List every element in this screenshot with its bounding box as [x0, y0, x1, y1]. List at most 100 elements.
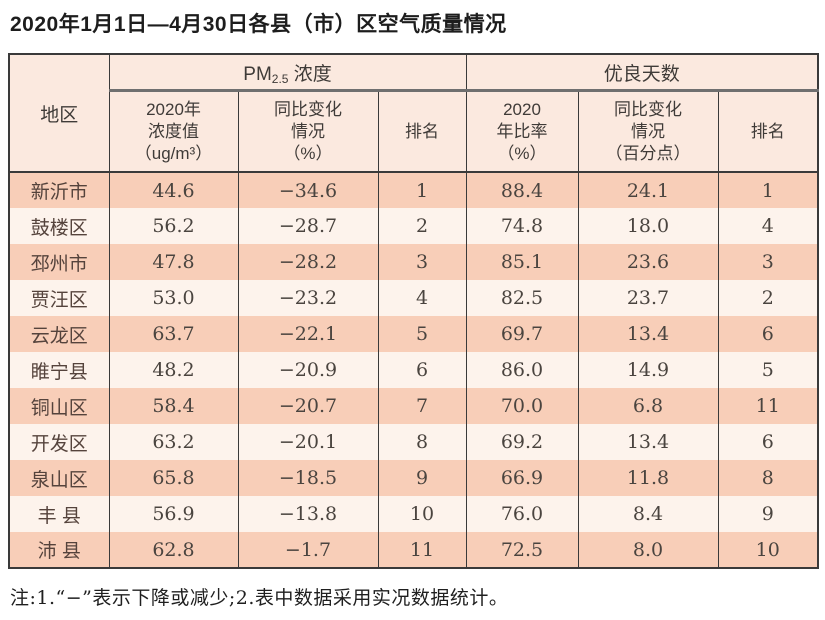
pm-rank-cell: 4 [377, 280, 467, 317]
pm-change-cell: −34.6 [237, 172, 379, 209]
pm-rank-cell: 6 [377, 352, 467, 389]
region-cell: 铜山区 [8, 388, 110, 425]
column-group-pm25: PM2.5 浓度 [108, 54, 467, 92]
page-title: 2020年1月1日—4月30日各县（市）区空气质量情况 [10, 13, 507, 36]
pm-change-cell: −13.8 [237, 496, 379, 533]
days-rate-cell: 74.8 [465, 208, 579, 245]
air-quality-table: 地区 PM2.5 浓度 优良天数 2020年 浓度值 （ug/m³） 同比变化 … [8, 53, 819, 570]
region-cell: 开发区 [8, 424, 110, 461]
table-row: 丰 县 56.9 −13.8 10 76.0 8.4 9 [8, 496, 819, 533]
pm-change-cell: −20.9 [237, 352, 379, 389]
table-row: 贾汪区 53.0 −23.2 4 82.5 23.7 2 [8, 280, 819, 317]
pm-rank-cell: 8 [377, 424, 467, 461]
pm-change-cell: −18.5 [237, 460, 379, 497]
pm-rank-cell: 1 [377, 172, 467, 209]
days-rate-cell: 88.4 [465, 172, 579, 209]
days-rate-cell: 69.2 [465, 424, 579, 461]
table-header: 地区 PM2.5 浓度 优良天数 2020年 浓度值 （ug/m³） 同比变化 … [8, 54, 819, 174]
region-cell: 鼓楼区 [8, 208, 110, 245]
table-row: 泉山区 65.8 −18.5 9 66.9 11.8 8 [8, 460, 819, 497]
table-row: 鼓楼区 56.2 −28.7 2 74.8 18.0 4 [8, 208, 819, 245]
pm-value-cell: 58.4 [108, 388, 239, 425]
region-cell: 泉山区 [8, 460, 110, 497]
region-cell: 云龙区 [8, 316, 110, 353]
days-change-cell: 8.0 [577, 532, 719, 569]
column-header-region: 地区 [8, 54, 110, 174]
days-change-cell: 18.0 [577, 208, 719, 245]
table-row: 邳州市 47.8 −28.2 3 85.1 23.6 3 [8, 244, 819, 281]
days-rate-cell: 72.5 [465, 532, 579, 569]
days-rate-cell: 86.0 [465, 352, 579, 389]
pm-value-cell: 47.8 [108, 244, 239, 281]
column-header-pm-value: 2020年 浓度值 （ug/m³） [108, 90, 239, 174]
days-change-cell: 23.7 [577, 280, 719, 317]
pm-rank-cell: 9 [377, 460, 467, 497]
column-header-days-change: 同比变化 情况 （百分点） [577, 90, 719, 174]
region-cell: 睢宁县 [8, 352, 110, 389]
pm-change-cell: −20.1 [237, 424, 379, 461]
days-rank-cell: 4 [717, 208, 819, 245]
days-rate-cell: 85.1 [465, 244, 579, 281]
pm-rank-cell: 7 [377, 388, 467, 425]
pm-value-cell: 62.8 [108, 532, 239, 569]
days-change-cell: 6.8 [577, 388, 719, 425]
days-rank-cell: 2 [717, 280, 819, 317]
days-rate-cell: 82.5 [465, 280, 579, 317]
days-change-cell: 14.9 [577, 352, 719, 389]
days-rate-cell: 76.0 [465, 496, 579, 533]
footnote: 注:1.“−”表示下降或减少;2.表中数据采用实况数据统计。 [10, 587, 509, 610]
days-rank-cell: 11 [717, 388, 819, 425]
column-group-good-days: 优良天数 [465, 54, 819, 92]
days-rate-cell: 69.7 [465, 316, 579, 353]
pm-rank-cell: 5 [377, 316, 467, 353]
group-header-row: 地区 PM2.5 浓度 优良天数 [8, 54, 819, 174]
pm-change-cell: −28.2 [237, 244, 379, 281]
pm-rank-cell: 11 [377, 532, 467, 569]
table-row: 睢宁县 48.2 −20.9 6 86.0 14.9 5 [8, 352, 819, 389]
pm-value-cell: 63.7 [108, 316, 239, 353]
days-change-cell: 13.4 [577, 424, 719, 461]
table-row: 云龙区 63.7 −22.1 5 69.7 13.4 6 [8, 316, 819, 353]
pm-change-cell: −22.1 [237, 316, 379, 353]
days-rank-cell: 6 [717, 316, 819, 353]
days-rate-cell: 66.9 [465, 460, 579, 497]
region-cell: 沛 县 [8, 532, 110, 569]
pm-value-cell: 65.8 [108, 460, 239, 497]
days-change-cell: 11.8 [577, 460, 719, 497]
region-cell: 丰 县 [8, 496, 110, 533]
days-rank-cell: 8 [717, 460, 819, 497]
pm-label-prefix: PM [243, 63, 272, 85]
days-rank-cell: 3 [717, 244, 819, 281]
region-cell: 邳州市 [8, 244, 110, 281]
days-change-cell: 24.1 [577, 172, 719, 209]
column-header-days-rank: 排名 [717, 90, 819, 174]
days-rate-cell: 70.0 [465, 388, 579, 425]
table-row: 铜山区 58.4 −20.7 7 70.0 6.8 11 [8, 388, 819, 425]
days-change-cell: 23.6 [577, 244, 719, 281]
pm-label-subscript: 2.5 [271, 71, 289, 86]
pm-rank-cell: 2 [377, 208, 467, 245]
pm-value-cell: 48.2 [108, 352, 239, 389]
days-change-cell: 13.4 [577, 316, 719, 353]
table-row: 新沂市 44.6 −34.6 1 88.4 24.1 1 [8, 172, 819, 209]
region-cell: 新沂市 [8, 172, 110, 209]
pm-value-cell: 63.2 [108, 424, 239, 461]
pm-value-cell: 44.6 [108, 172, 239, 209]
days-rank-cell: 6 [717, 424, 819, 461]
pm-value-cell: 56.2 [108, 208, 239, 245]
pm-value-cell: 53.0 [108, 280, 239, 317]
pm-change-cell: −28.7 [237, 208, 379, 245]
days-rank-cell: 10 [717, 532, 819, 569]
pm-change-cell: −23.2 [237, 280, 379, 317]
pm-value-cell: 56.9 [108, 496, 239, 533]
pm-change-cell: −20.7 [237, 388, 379, 425]
days-rank-cell: 5 [717, 352, 819, 389]
days-rank-cell: 1 [717, 172, 819, 209]
pm-label-suffix: 浓度 [288, 63, 332, 85]
days-rank-cell: 9 [717, 496, 819, 533]
sub-header-row: 2020年 浓度值 （ug/m³） 同比变化 情况 （%） 排名 2020 年比… [9, 90, 819, 174]
column-header-pm-rank: 排名 [377, 90, 467, 174]
column-header-pm-change: 同比变化 情况 （%） [237, 90, 379, 174]
pm-rank-cell: 3 [377, 244, 467, 281]
